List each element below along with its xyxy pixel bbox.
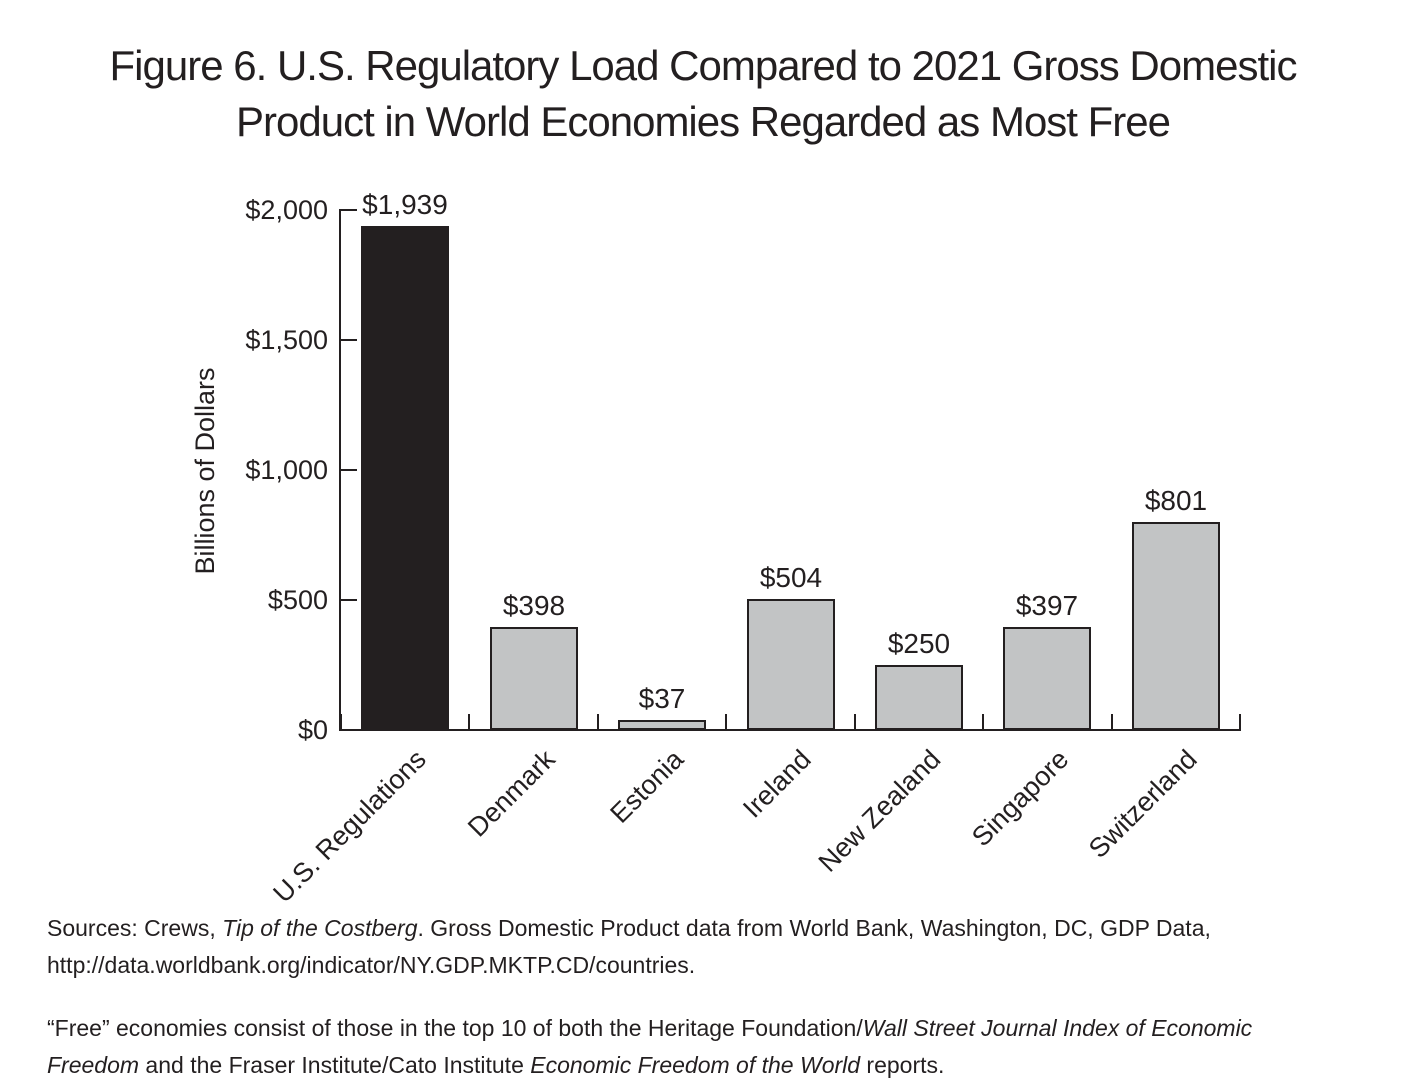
y-tick [339,209,357,211]
bar-switzerland [1132,522,1220,730]
free-economies-note: “Free” economies consist of those in the… [47,1010,1387,1084]
bar-value-label-u-s-regulations: $1,939 [362,189,448,220]
x-tick [1111,714,1113,730]
sources-note: Sources: Crews, Tip of the Costberg. Gro… [47,910,1387,984]
bar-value-label-denmark: $398 [502,590,566,621]
footnote-segment: Sources: Crews, [47,915,223,941]
y-tick-label: $1,000 [245,455,328,485]
bar-estonia [618,720,706,730]
category-label-switzerland: Switzerland [1083,744,1204,864]
footnote-segment: reports. [860,1052,945,1078]
bar-value-label-switzerland: $801 [1144,485,1208,516]
footnote-segment: and the Fraser Institute/Cato Institute [139,1052,531,1078]
bar-value-label-ireland: $504 [759,562,823,593]
y-tick [339,729,357,731]
category-label-new-zealand: New Zealand [812,744,947,878]
y-tick [339,339,357,341]
bar-new-zealand [875,665,963,730]
footnote-segment: “Free” economies consist of those in the… [47,1015,863,1041]
x-tick [725,714,727,730]
x-tick [982,714,984,730]
y-tick-label: $500 [267,585,328,615]
figure-title-line1: Figure 6. U.S. Regulatory Load Compared … [109,42,1298,89]
bar-denmark [490,627,578,730]
footnote-segment: Freedom [47,1052,140,1078]
footnote-segment: . Gross Domestic Product data from World… [417,915,1211,941]
figure-title: Figure 6. U.S. Regulatory Load Compared … [0,38,1406,150]
x-tick [468,714,470,730]
category-label-singapore: Singapore [965,744,1075,853]
bar-value-label-new-zealand: $250 [887,628,951,659]
footnote-line: Freedom and the Fraser Institute/Cato In… [47,1047,1387,1084]
footnote-line: “Free” economies consist of those in the… [47,1010,1387,1047]
footnote-line: Sources: Crews, Tip of the Costberg. Gro… [47,910,1387,947]
bar-ireland [747,599,835,730]
footnote-segment: Tip of the Costberg [222,915,418,941]
y-tick [339,469,357,471]
category-label-denmark: Denmark [462,744,562,843]
bar-value-label-singapore: $397 [1015,590,1079,621]
y-tick-label: $2,000 [245,195,328,225]
footnotes: Sources: Crews, Tip of the Costberg. Gro… [47,910,1387,1084]
footnote-segment: http://data.worldbank.org/indicator/NY.G… [47,952,696,978]
figure-title-line2: Product in World Economies Regarded as M… [236,98,1171,145]
x-tick [1239,714,1241,730]
x-tick [854,714,856,730]
category-label-estonia: Estonia [604,744,690,829]
bar-u-s-regulations [361,226,449,730]
y-tick [339,599,357,601]
bar-singapore [1003,627,1091,730]
footnote-segment: Wall Street Journal Index of Economic [862,1015,1253,1041]
x-axis-line [339,729,1241,731]
y-tick-label: $1,500 [245,325,328,355]
y-tick-label: $0 [297,715,328,745]
category-label-u-s-regulations: U.S. Regulations [267,744,433,909]
x-tick [340,714,342,730]
x-tick [597,714,599,730]
footnote-segment: Economic Freedom of the World [530,1052,861,1078]
footnote-line: http://data.worldbank.org/indicator/NY.G… [47,947,1387,984]
bar-value-label-estonia: $37 [638,683,686,714]
category-label-ireland: Ireland [737,744,818,824]
